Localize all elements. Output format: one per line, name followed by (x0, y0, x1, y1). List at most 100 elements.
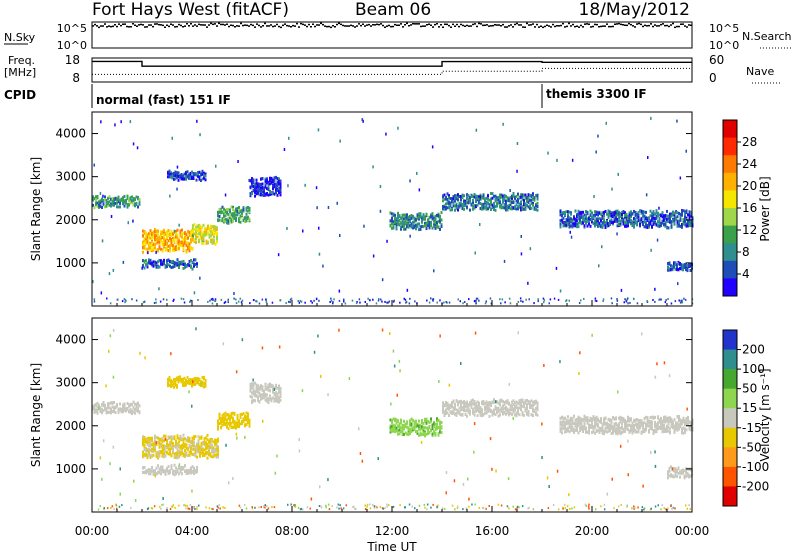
range-gate-cell (229, 414, 231, 418)
range-gate-cell (679, 224, 682, 228)
range-gate-cell (158, 440, 161, 444)
range-gate-cell (427, 432, 429, 435)
nsky-point (656, 25, 658, 27)
range-gate-cell (213, 226, 215, 230)
range-gate-cell (205, 442, 207, 446)
range-gate-cell (500, 195, 503, 199)
range-gate-cell (200, 451, 203, 455)
range-gate-cell (619, 223, 622, 227)
range-gate-cell (577, 214, 580, 218)
range-gate-cell (211, 238, 214, 242)
range-gate-cell (600, 219, 602, 222)
range-gate-cell (182, 454, 185, 458)
range-gate-cell (684, 210, 686, 214)
range-gate-cell (478, 407, 480, 411)
range-gate-cell (455, 206, 458, 210)
nsky-point (582, 26, 584, 28)
range-gate-cell (668, 262, 671, 266)
range-gate-cell (217, 214, 219, 218)
noise-cell (214, 299, 216, 302)
nsky-point (678, 25, 680, 28)
nsky-point (590, 26, 592, 28)
range-gate-cell (639, 220, 641, 223)
range-gate-cell (681, 223, 683, 226)
range-gate-cell (242, 219, 245, 222)
range-gate-cell (633, 225, 635, 229)
range-gate-cell (394, 430, 396, 434)
range-gate-cell (173, 444, 176, 448)
range-gate-cell (400, 221, 402, 225)
range-gate-cell (652, 218, 655, 222)
nsearch-tick-top: 10^5 (709, 22, 739, 35)
range-gate-cell (170, 233, 173, 237)
range-gate-cell (149, 439, 152, 443)
range-gate-cell (488, 198, 491, 202)
noise-cell (155, 298, 157, 301)
range-gate-cell (117, 195, 120, 199)
range-gate-cell (181, 232, 183, 236)
range-gate-cell (120, 408, 123, 411)
range-gate-cell (184, 469, 186, 473)
range-gate-cell (440, 218, 443, 222)
range-gate-cell (520, 404, 522, 408)
range-gate-cell (410, 417, 413, 421)
nsky-point (584, 23, 586, 25)
freq-tick-bottom: 8 (72, 71, 80, 85)
range-gate-cell (443, 403, 446, 407)
range-gate-cell (131, 409, 133, 413)
range-gate-cell (506, 408, 509, 412)
noise-cell (241, 299, 244, 302)
range-gate-cell (107, 406, 109, 410)
range-gate-cell (530, 198, 533, 202)
range-gate-cell (102, 199, 105, 202)
range-gate-cell (613, 210, 616, 214)
range-gate-cell (416, 216, 419, 220)
range-gate-cell (598, 221, 601, 225)
range-gate-cell (463, 405, 465, 409)
range-gate-cell (272, 396, 274, 400)
range-gate-cell (275, 185, 277, 189)
range-gate-cell (437, 214, 440, 217)
range-gate-cell (681, 225, 683, 229)
range-gate-cell (389, 211, 392, 215)
range-gate-cell (146, 440, 149, 444)
range-gate-cell (173, 385, 175, 389)
range-gate-cell (661, 215, 664, 219)
noise-cell (627, 302, 629, 305)
range-gate-cell (170, 229, 173, 233)
range-gate-cell (220, 426, 222, 429)
noise-cell (214, 298, 217, 301)
range-gate-cell (170, 238, 173, 241)
range-gate-cell (500, 193, 503, 197)
range-gate-cell (236, 425, 239, 428)
range-gate-cell (478, 197, 480, 201)
range-gate-cell (616, 213, 619, 217)
range-gate-cell (210, 238, 212, 242)
range-gate-cell (182, 263, 185, 266)
noise-cell (448, 301, 451, 304)
range-gate-cell (499, 196, 501, 200)
nsky-point (188, 25, 190, 27)
range-gate-cell (157, 260, 159, 264)
range-gate-cell (412, 426, 414, 430)
nsky-point (478, 22, 480, 25)
range-gate-cell (407, 225, 410, 229)
range-gate-cell (389, 426, 392, 430)
range-gate-cell (597, 423, 599, 427)
nsky-point (278, 25, 280, 28)
range-gate-cell (181, 448, 183, 452)
range-gate-cell (199, 454, 201, 458)
noise-cell (125, 299, 127, 302)
noise-cell (333, 298, 335, 301)
range-gate-cell (500, 206, 503, 210)
range-gate-cell (158, 235, 161, 239)
range-gate-cell (155, 453, 158, 457)
scatter-cell (233, 292, 235, 295)
range-gate-cell (193, 440, 195, 444)
noise-cell (683, 297, 685, 300)
range-gate-cell (190, 439, 192, 443)
range-gate-cell (433, 224, 435, 228)
range-gate-cell (503, 193, 506, 197)
range-gate-cell (257, 191, 259, 195)
